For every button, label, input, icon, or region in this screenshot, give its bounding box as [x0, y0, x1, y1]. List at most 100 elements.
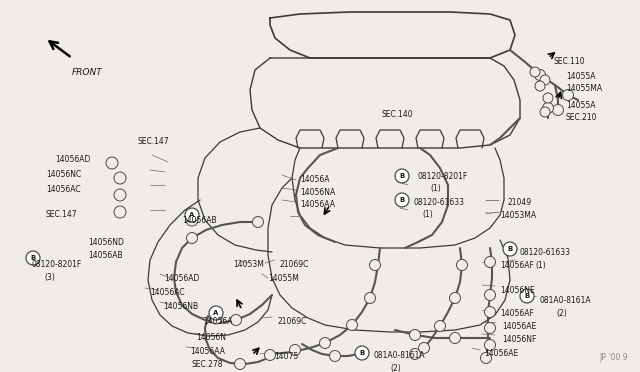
- Circle shape: [346, 320, 358, 330]
- Circle shape: [543, 93, 553, 103]
- Circle shape: [534, 70, 545, 80]
- Text: SEC.278: SEC.278: [192, 360, 223, 369]
- Text: 14056AB: 14056AB: [88, 251, 123, 260]
- Circle shape: [503, 242, 517, 256]
- Text: 14055MA: 14055MA: [566, 84, 602, 93]
- Circle shape: [520, 289, 534, 303]
- Text: B: B: [360, 350, 365, 356]
- Text: 14056AD: 14056AD: [55, 155, 90, 164]
- Circle shape: [395, 169, 409, 183]
- Circle shape: [481, 353, 492, 363]
- Text: 14055A: 14055A: [566, 72, 595, 81]
- Text: (1): (1): [430, 184, 441, 193]
- Circle shape: [449, 333, 461, 343]
- Text: 14056NA: 14056NA: [300, 188, 335, 197]
- Text: 14056AB: 14056AB: [182, 216, 216, 225]
- Text: SEC.210: SEC.210: [566, 113, 598, 122]
- Text: (1): (1): [422, 210, 433, 219]
- Text: JP ’00 9: JP ’00 9: [600, 353, 628, 362]
- Text: 14056AA: 14056AA: [190, 347, 225, 356]
- Circle shape: [395, 193, 409, 207]
- Circle shape: [365, 292, 376, 304]
- Circle shape: [319, 337, 330, 349]
- Circle shape: [106, 157, 118, 169]
- Circle shape: [540, 75, 550, 85]
- Circle shape: [186, 232, 198, 244]
- Circle shape: [234, 359, 246, 369]
- Text: B: B: [399, 197, 404, 203]
- Circle shape: [484, 307, 495, 317]
- Text: 14075: 14075: [274, 352, 298, 361]
- Circle shape: [355, 346, 369, 360]
- Text: 14053M: 14053M: [233, 260, 264, 269]
- Text: 14056A: 14056A: [300, 175, 330, 184]
- Circle shape: [330, 350, 340, 362]
- Circle shape: [563, 90, 573, 100]
- Text: (2): (2): [390, 364, 401, 372]
- Text: (1): (1): [535, 261, 546, 270]
- Circle shape: [530, 67, 540, 77]
- Circle shape: [419, 343, 429, 353]
- Circle shape: [210, 312, 222, 324]
- Text: 21069C: 21069C: [280, 260, 309, 269]
- Text: 14056NC: 14056NC: [46, 170, 81, 179]
- Text: FRONT: FRONT: [72, 68, 103, 77]
- Circle shape: [209, 306, 223, 320]
- Text: B: B: [399, 173, 404, 179]
- Text: 08120-8201F: 08120-8201F: [32, 260, 83, 269]
- Circle shape: [552, 105, 563, 115]
- Text: 081A0-8161A: 081A0-8161A: [374, 351, 426, 360]
- Text: 14053MA: 14053MA: [500, 211, 536, 220]
- Circle shape: [26, 251, 40, 265]
- Text: B: B: [30, 255, 36, 261]
- Circle shape: [253, 217, 264, 228]
- Circle shape: [543, 103, 554, 113]
- Circle shape: [410, 349, 420, 359]
- Text: SEC.140: SEC.140: [382, 110, 413, 119]
- Circle shape: [264, 350, 275, 360]
- Circle shape: [185, 208, 199, 222]
- Text: 14056AC: 14056AC: [46, 185, 81, 194]
- Circle shape: [540, 107, 550, 117]
- Text: 21049: 21049: [508, 198, 532, 207]
- Text: 14056AA: 14056AA: [300, 200, 335, 209]
- Circle shape: [484, 323, 495, 334]
- Text: 08120-8201F: 08120-8201F: [418, 172, 468, 181]
- Text: 14056AC: 14056AC: [150, 288, 184, 297]
- Text: 14056AF: 14056AF: [500, 309, 534, 318]
- Circle shape: [484, 289, 495, 301]
- Circle shape: [484, 257, 495, 267]
- Text: SEC.110: SEC.110: [554, 57, 586, 66]
- Text: 14056AE: 14056AE: [502, 322, 536, 331]
- Circle shape: [435, 321, 445, 331]
- Text: 14055A: 14055A: [566, 101, 595, 110]
- Circle shape: [369, 260, 381, 270]
- Text: A: A: [213, 310, 219, 316]
- Circle shape: [114, 189, 126, 201]
- Text: 14056AE: 14056AE: [484, 349, 518, 358]
- Text: 08120-61633: 08120-61633: [413, 198, 464, 207]
- Text: SEC.147: SEC.147: [46, 210, 77, 219]
- Text: A: A: [189, 212, 195, 218]
- Text: 14056ND: 14056ND: [88, 238, 124, 247]
- Text: 14056AF: 14056AF: [500, 261, 534, 270]
- Circle shape: [114, 172, 126, 184]
- Text: 14056N: 14056N: [196, 333, 226, 342]
- Circle shape: [230, 314, 241, 326]
- Text: 14056A: 14056A: [203, 317, 232, 326]
- Circle shape: [535, 81, 545, 91]
- Text: 08120-61633: 08120-61633: [520, 248, 571, 257]
- Text: B: B: [524, 293, 530, 299]
- Text: 14056AD: 14056AD: [164, 274, 200, 283]
- Text: 14056NB: 14056NB: [163, 302, 198, 311]
- Circle shape: [449, 292, 461, 304]
- Text: 14055M: 14055M: [268, 274, 299, 283]
- Text: 21069C: 21069C: [278, 317, 307, 326]
- Circle shape: [289, 344, 301, 356]
- Text: 14056NF: 14056NF: [502, 335, 536, 344]
- Text: SEC.147: SEC.147: [138, 137, 170, 146]
- Text: 081A0-8161A: 081A0-8161A: [540, 296, 591, 305]
- Circle shape: [114, 206, 126, 218]
- Circle shape: [456, 260, 467, 270]
- Text: (2): (2): [556, 309, 567, 318]
